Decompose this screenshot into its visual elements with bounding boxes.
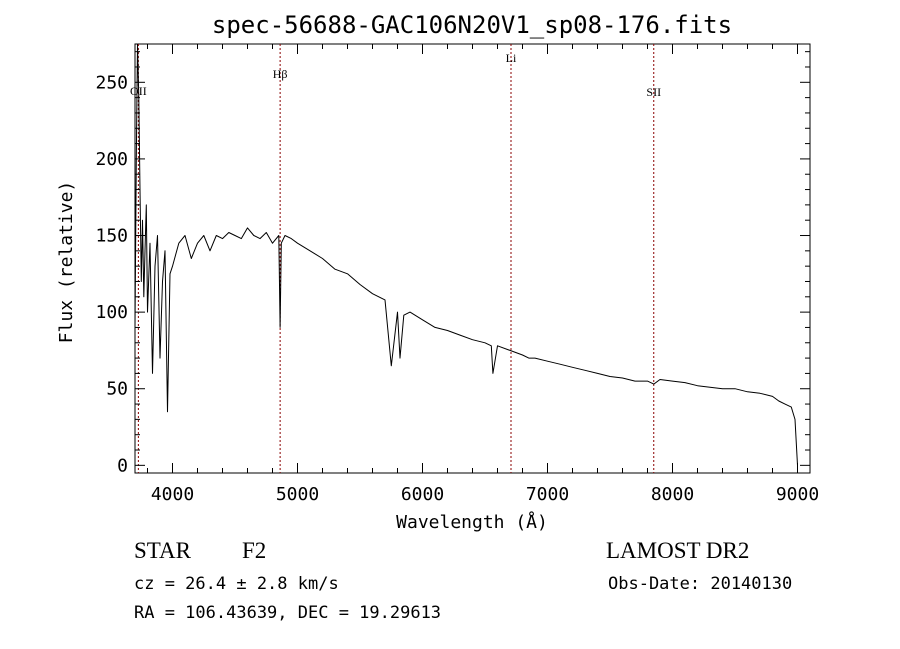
- y-tick-label: 100: [95, 302, 128, 323]
- spectral-line-label: Hβ: [273, 67, 288, 81]
- chart-title: spec-56688-GAC106N20V1_sp08-176.fits: [212, 11, 732, 39]
- plot-area-border: [134, 43, 811, 474]
- footer-coordinates: RA = 106.43639, DEC = 19.29613: [134, 603, 442, 623]
- plot-frame: [134, 43, 811, 474]
- footer-subclass: F2: [242, 538, 267, 563]
- x-tick-label: 7000: [526, 484, 569, 505]
- spectrum-series-line: [134, 43, 798, 466]
- y-axis-label: Flux (relative): [56, 181, 77, 344]
- x-tick-label: 8000: [651, 484, 694, 505]
- spectral-line-label: SII: [646, 85, 661, 99]
- footer-redshift: cz = 26.4 ± 2.8 km/s: [134, 574, 339, 594]
- footer-object-class: STAR: [134, 538, 191, 563]
- footer-obs-date: Obs-Date: 20140130: [608, 574, 793, 594]
- footer-survey: LAMOST DR2: [606, 538, 750, 563]
- y-tick-label: 150: [95, 226, 128, 247]
- y-tick-label: 50: [106, 379, 128, 400]
- x-tick-label: 5000: [276, 484, 319, 505]
- y-tick-label: 200: [95, 149, 128, 170]
- x-axis-label: Wavelength (Å): [396, 511, 548, 533]
- y-tick-label: 0: [117, 455, 128, 476]
- y-tick-label: 250: [95, 72, 128, 93]
- spectral-line-label: Li: [506, 51, 517, 65]
- x-tick-label: 6000: [401, 484, 444, 505]
- x-axis-ticks: 4000 5000 6000 7000 8000 9000: [147, 44, 819, 505]
- x-tick-label: 4000: [151, 484, 194, 505]
- x-tick-label: 9000: [776, 484, 819, 505]
- y-axis-ticks: 0 50 100 150 200 250: [95, 51, 810, 476]
